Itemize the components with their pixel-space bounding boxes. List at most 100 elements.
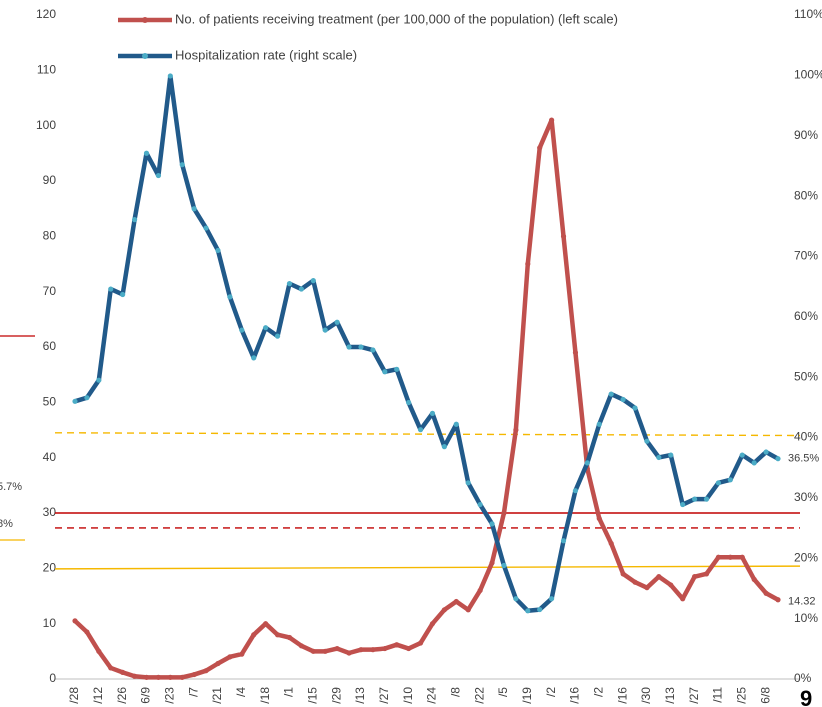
point	[656, 574, 662, 580]
point	[560, 538, 567, 544]
point	[358, 647, 364, 653]
legend-label: Hospitalization rate (right scale)	[175, 47, 357, 62]
point	[763, 590, 769, 596]
point	[167, 73, 173, 79]
point	[239, 327, 245, 333]
point	[691, 496, 698, 502]
x-tick-label: /13	[353, 687, 367, 704]
y2-tick-label: 30%	[794, 490, 818, 504]
point	[429, 410, 436, 416]
point	[549, 117, 555, 123]
point	[310, 278, 316, 284]
point	[775, 456, 781, 462]
fragment-label: 8%	[0, 518, 13, 530]
point	[84, 629, 90, 635]
x-tick-label: /10	[401, 687, 415, 704]
point	[465, 480, 471, 486]
point	[537, 606, 543, 613]
point	[572, 349, 579, 356]
x-tick-label: /23	[162, 687, 176, 704]
y-tick-label: 100	[36, 118, 56, 132]
y-tick-label: 110	[37, 63, 56, 77]
x-tick-label: /22	[472, 687, 486, 704]
point	[549, 596, 555, 602]
point	[143, 150, 150, 156]
point	[263, 621, 269, 627]
y2-tick-label: 110%	[794, 7, 822, 21]
point	[382, 369, 388, 375]
point	[513, 596, 519, 602]
y-tick-label: 120	[36, 7, 56, 21]
point	[453, 421, 459, 427]
point	[751, 576, 757, 583]
data-label: 14.32	[788, 596, 816, 608]
point	[346, 650, 352, 656]
point	[584, 460, 590, 466]
point	[668, 452, 674, 458]
y2-tick-label: 50%	[794, 369, 818, 383]
point	[715, 554, 722, 560]
x-tick-label: /2	[591, 687, 605, 697]
y2-tick-label: 80%	[794, 188, 818, 202]
point	[298, 643, 304, 649]
point	[501, 562, 507, 569]
x-tick-label: /28	[67, 687, 81, 704]
point	[298, 286, 304, 292]
point	[131, 673, 138, 679]
y2-tick-label: 40%	[794, 430, 818, 444]
point	[680, 596, 686, 602]
x-tick-label: /2	[544, 687, 558, 697]
series-line	[73, 117, 780, 680]
point	[525, 261, 531, 267]
point	[417, 427, 424, 433]
point	[263, 325, 269, 331]
point	[322, 648, 328, 654]
point	[203, 668, 209, 674]
point	[227, 294, 233, 300]
x-tick-label: /4	[234, 687, 248, 697]
point	[703, 571, 710, 577]
point	[370, 347, 376, 353]
x-tick-label: /12	[91, 687, 105, 704]
point	[477, 587, 483, 594]
x-tick-label: 6/8	[758, 687, 772, 704]
point	[179, 674, 185, 680]
y-tick-label: 60	[43, 339, 57, 353]
point	[739, 452, 745, 458]
point	[489, 521, 495, 527]
x-tick-label: /7	[186, 687, 200, 697]
point	[608, 540, 614, 547]
point	[155, 172, 162, 179]
point	[322, 327, 328, 333]
point	[417, 640, 424, 646]
point	[191, 671, 197, 678]
point	[334, 645, 340, 652]
x-tick-label: /25	[734, 687, 748, 704]
x-tick-label: /30	[639, 687, 653, 704]
y2-tick-label: 90%	[794, 128, 818, 142]
point	[620, 571, 626, 577]
point	[120, 669, 126, 675]
y-tick-label: 10	[43, 616, 57, 630]
fragment-label: 5.7%	[0, 481, 22, 493]
y-tick-label: 70	[43, 284, 57, 298]
y-tick-label: 30	[43, 505, 57, 519]
point	[727, 477, 733, 483]
point	[608, 391, 614, 397]
point	[239, 651, 245, 657]
point	[215, 660, 221, 667]
x-tick-label: /24	[425, 687, 439, 704]
point	[668, 582, 674, 588]
point	[346, 344, 352, 350]
point	[274, 333, 281, 339]
point	[477, 501, 483, 508]
point	[203, 225, 209, 231]
point	[715, 480, 722, 486]
y2-tick-label: 70%	[794, 249, 818, 263]
x-tick-label: /5	[496, 687, 510, 697]
point	[72, 618, 78, 624]
point	[394, 366, 400, 372]
point	[429, 621, 436, 627]
point	[143, 674, 150, 680]
point	[560, 233, 567, 239]
